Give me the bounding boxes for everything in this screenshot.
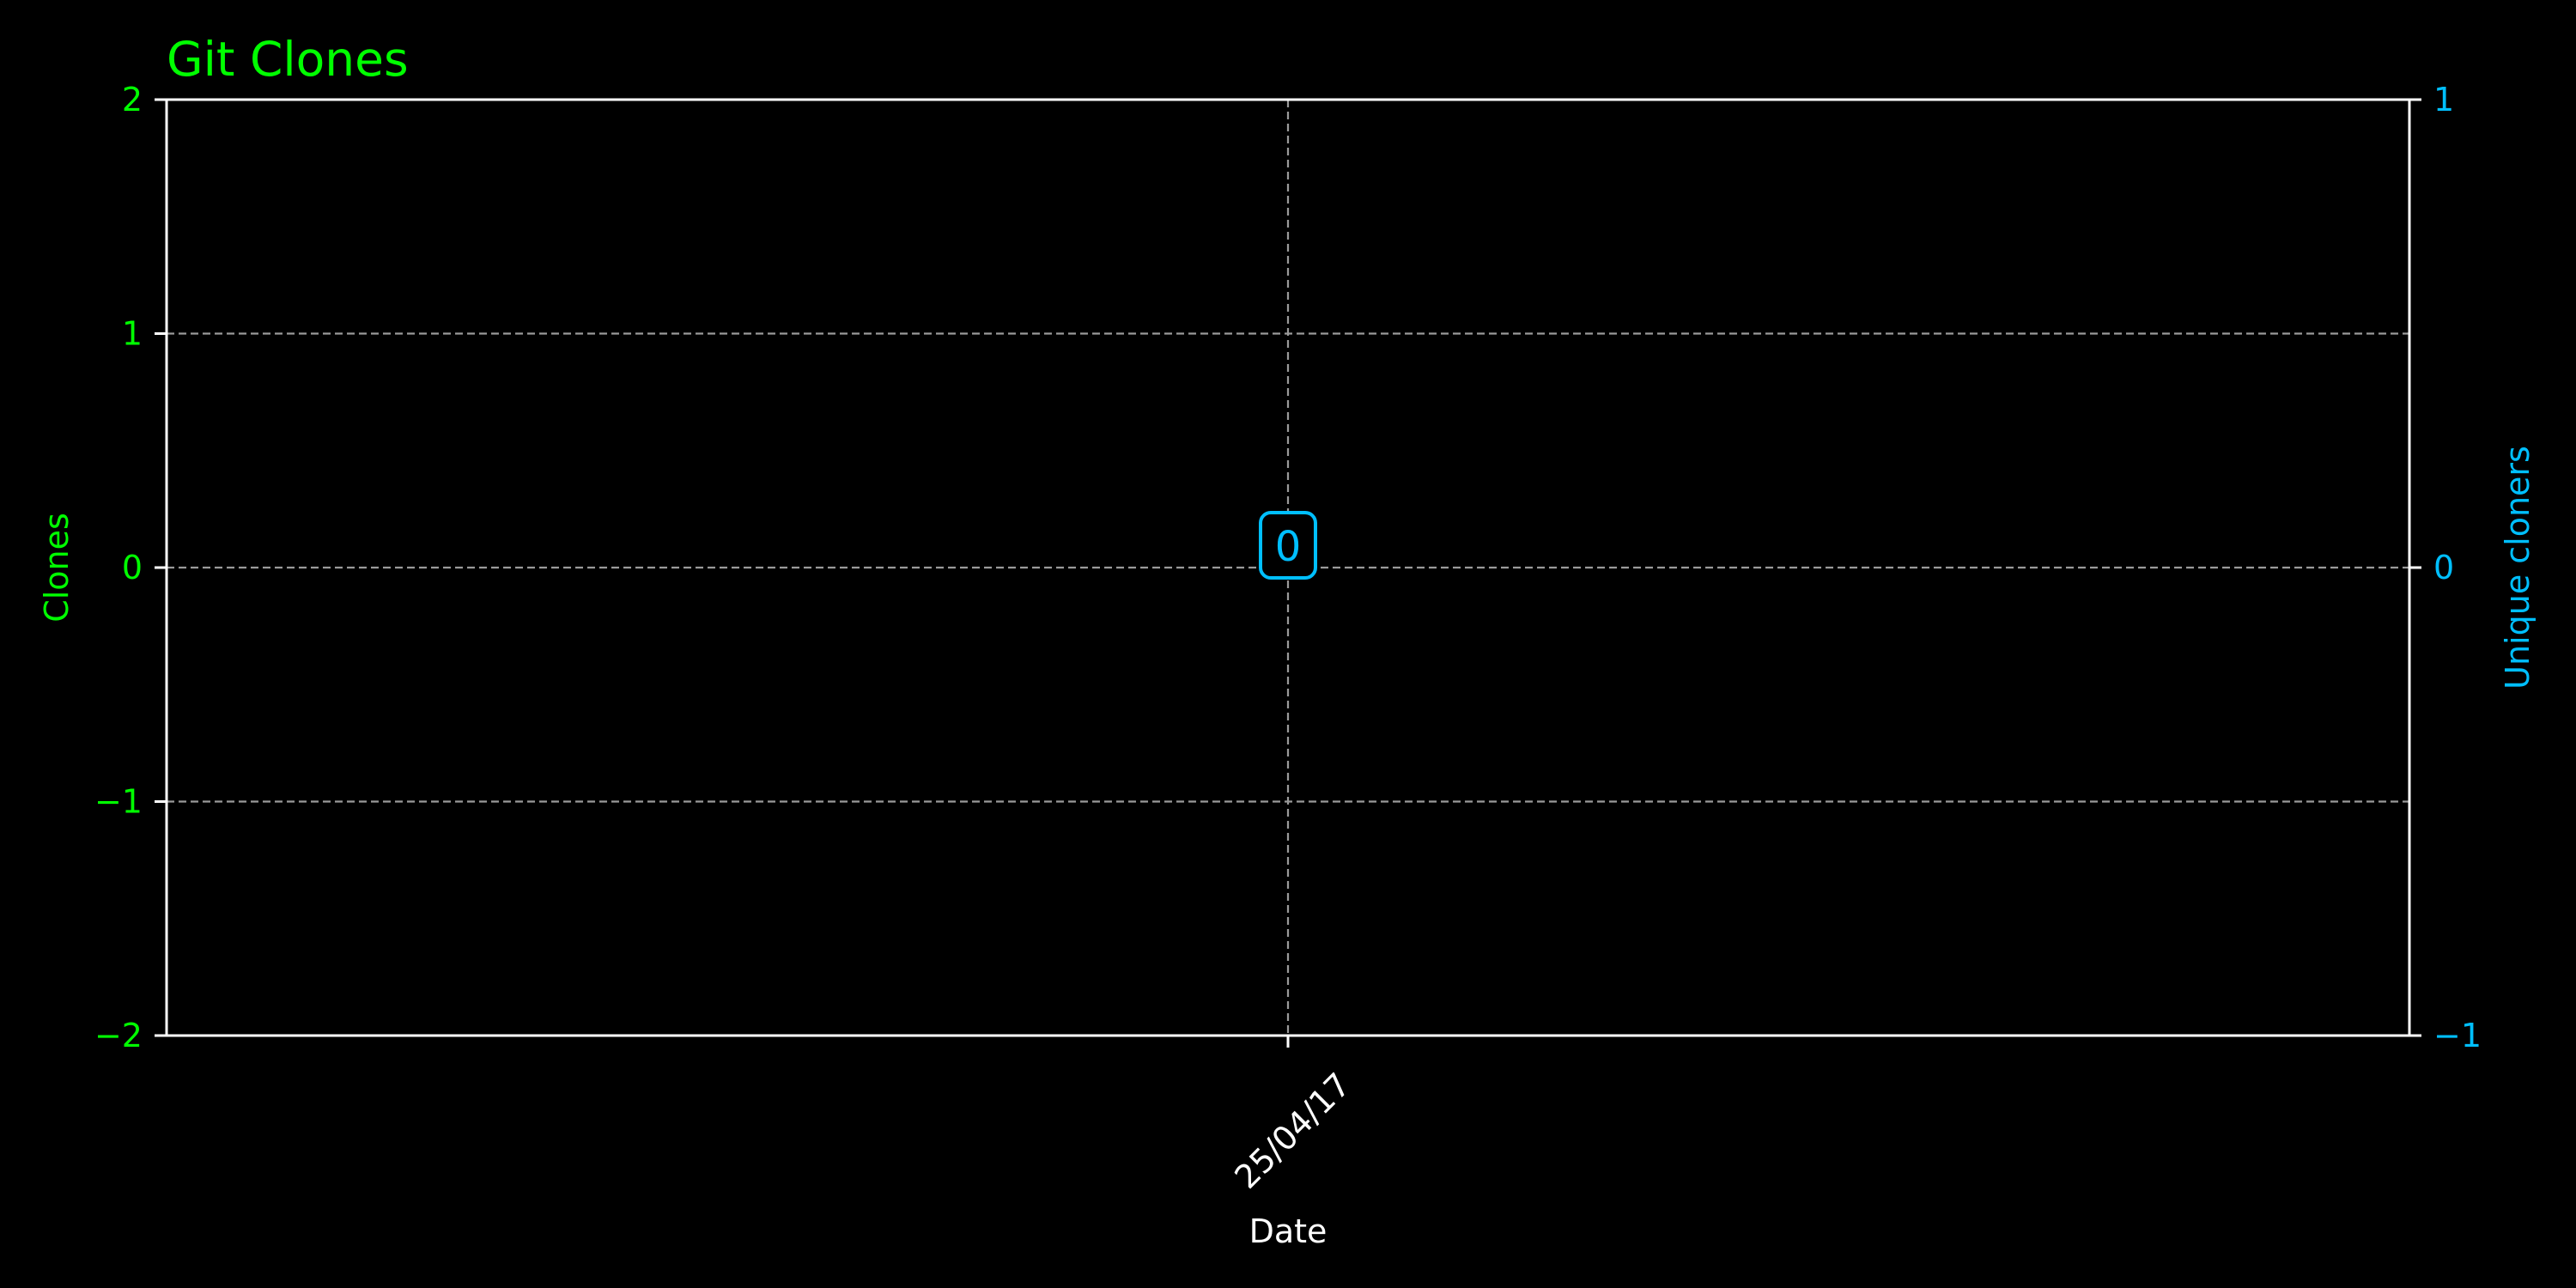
right-y-tick-label: −1	[2433, 1017, 2482, 1054]
data-marks: 0	[1259, 511, 1317, 580]
left-y-tick-label: −1	[94, 783, 143, 821]
right-y-tick-label: 0	[2433, 549, 2454, 586]
data-label-box	[1259, 511, 1317, 580]
data-label: 0	[1275, 523, 1302, 571]
left-y-tick-label: 0	[122, 549, 143, 586]
left-y-tick-label: 2	[122, 81, 143, 118]
left-y-tick-label: −2	[94, 1017, 143, 1054]
right-y-tick-label: 1	[2433, 81, 2454, 118]
x-axis-label: Date	[1249, 1212, 1327, 1250]
left-y-axis-label: Clones	[38, 513, 76, 623]
right-y-axis-label: Unique cloners	[2499, 446, 2537, 690]
left-y-tick-label: 1	[122, 315, 143, 353]
chart-title: Git Clones	[167, 32, 409, 87]
